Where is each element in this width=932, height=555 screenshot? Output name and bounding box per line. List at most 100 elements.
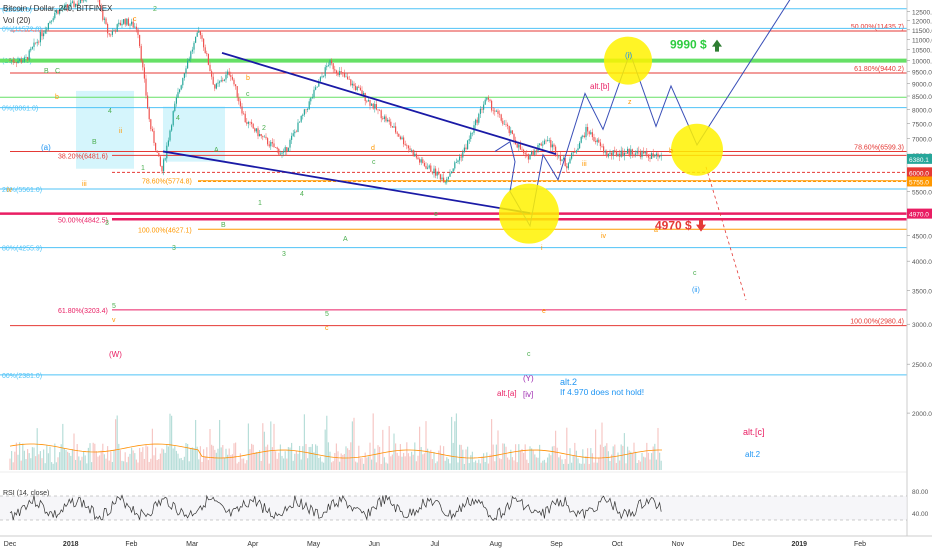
volume-bar	[660, 460, 662, 470]
volume-bar	[547, 457, 549, 470]
volume-bar	[97, 456, 99, 470]
volume-bar	[198, 459, 200, 470]
wave-label: e	[434, 211, 438, 218]
candle-body	[247, 121, 249, 124]
candle-body	[127, 18, 129, 26]
volume-bar	[43, 449, 45, 470]
wave-label: C	[55, 68, 60, 75]
candle-body	[167, 140, 169, 146]
volume-bar	[628, 450, 630, 470]
volume-bar	[294, 453, 296, 470]
candle-body	[55, 10, 57, 14]
candle-body	[102, 9, 104, 20]
candle-body	[254, 128, 256, 132]
volume-bar	[399, 444, 401, 470]
candle-body	[489, 99, 491, 101]
candle-body	[243, 113, 245, 115]
volume-bar	[76, 444, 78, 470]
volume-bar	[556, 447, 558, 470]
volume-bar	[132, 450, 134, 470]
y-tick-label: 7500.0	[912, 121, 932, 128]
candle-body	[126, 18, 128, 25]
volume-bar	[599, 444, 601, 470]
volume-bar	[529, 446, 531, 470]
rsi-legend: RSI (14, close)	[3, 490, 49, 497]
candle-body	[435, 168, 437, 176]
volume-bar	[417, 455, 419, 470]
candle-body	[559, 155, 561, 161]
wave-label: 4	[108, 108, 112, 115]
volume-bar	[63, 448, 65, 470]
fib-label: 61.80%(3203.4)	[58, 308, 108, 315]
fib-label: 100.00%(2980.4)	[850, 319, 904, 326]
candle-body	[159, 156, 161, 166]
highlight-circle	[671, 123, 723, 176]
volume-bar	[593, 462, 595, 470]
volume-bar	[102, 443, 104, 470]
volume-bar	[25, 459, 27, 470]
price-tag-label: 5755.0	[909, 179, 929, 186]
volume-bar	[571, 462, 573, 470]
volume-bar	[563, 463, 565, 470]
volume-bar	[457, 462, 459, 470]
volume-bar	[126, 462, 128, 470]
volume-bar	[363, 463, 365, 470]
candle-body	[292, 133, 294, 136]
candle-body	[641, 151, 643, 158]
candle-body	[175, 97, 177, 104]
candle-body	[177, 92, 179, 98]
volume-bar	[185, 443, 187, 470]
candle-body	[643, 151, 645, 154]
candle-body	[326, 65, 328, 68]
volume-bar	[15, 442, 17, 470]
volume-bar	[622, 445, 624, 470]
volume-bar	[387, 463, 389, 470]
x-tick-label: Feb	[854, 541, 866, 548]
candle-body	[494, 110, 496, 112]
candle-body	[111, 31, 113, 35]
candle-body	[43, 33, 45, 37]
candle-body	[387, 119, 389, 122]
volume-bar	[268, 463, 270, 470]
candle-body	[399, 136, 401, 140]
wave-label: If 4.970 does not hold!	[560, 387, 644, 397]
candle-body	[179, 89, 181, 93]
candle-body	[207, 54, 209, 65]
candle-body	[308, 101, 310, 110]
volume-bar	[438, 450, 440, 470]
volume-bar	[561, 459, 563, 470]
wave-label: iii	[82, 181, 87, 188]
candle-body	[183, 73, 185, 79]
volume-bar	[278, 452, 280, 470]
volume-bar	[619, 460, 621, 470]
volume-bar	[17, 454, 19, 470]
candle-body	[516, 144, 518, 148]
fib-label: 50.00%(4842.5)	[58, 217, 108, 224]
candle-body	[534, 150, 536, 155]
candle-body	[246, 122, 248, 124]
candle-body	[415, 153, 417, 158]
volume-bar	[372, 413, 374, 470]
volume-bar	[142, 447, 144, 470]
candle-body	[508, 125, 510, 134]
y-tick-label: 8000.0	[912, 107, 932, 114]
candle-body	[188, 58, 190, 61]
volume-bar	[287, 447, 289, 470]
candle-body	[531, 151, 533, 155]
candle-body	[630, 149, 632, 155]
wave-label: 5	[325, 311, 329, 318]
candle-body	[319, 77, 321, 82]
price-tag	[907, 153, 932, 164]
candle-body	[110, 34, 112, 36]
candle-body	[561, 159, 563, 161]
candle-body	[148, 108, 150, 120]
candle-body	[15, 62, 17, 64]
volume-bar	[111, 461, 113, 470]
candle-body	[438, 171, 440, 175]
volume-bar	[329, 451, 331, 470]
candle-body	[259, 134, 261, 137]
volume-bars	[9, 413, 663, 470]
candle-body	[391, 126, 393, 128]
candle-body	[486, 97, 488, 100]
candle-body	[606, 151, 608, 157]
